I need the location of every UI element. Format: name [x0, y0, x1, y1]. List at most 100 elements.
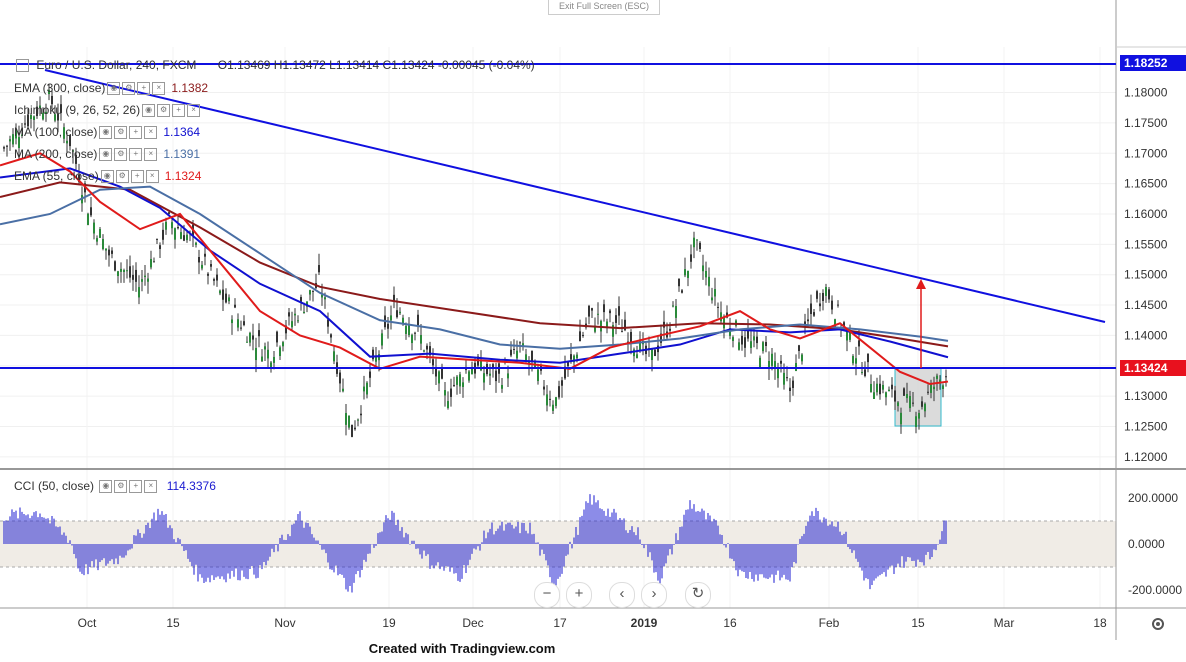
candle-body — [789, 387, 791, 391]
gear-icon[interactable]: ⚙ — [114, 126, 128, 140]
candle-body — [927, 391, 929, 393]
price-tick-label: 1.17000 — [1124, 146, 1168, 160]
time-tick-label: 17 — [553, 616, 567, 630]
candle-body — [411, 334, 413, 344]
gear-icon[interactable]: ⚙ — [114, 480, 128, 494]
candle-body — [252, 335, 254, 340]
scroll-left-button[interactable]: ‹ — [609, 582, 635, 608]
candle-body — [177, 226, 179, 229]
settings-gear-icon[interactable] — [1152, 618, 1164, 630]
ma-line-ema-55[interactable] — [0, 152, 949, 386]
candle-body — [603, 304, 605, 313]
ma-line-ma-100[interactable] — [0, 167, 949, 364]
candle-body — [729, 328, 731, 336]
plus-icon[interactable]: + — [130, 170, 144, 184]
eye-icon[interactable]: ◉ — [142, 104, 156, 118]
zoom-out-button[interactable]: − — [534, 582, 560, 608]
candle-body — [660, 333, 662, 343]
candle-body — [399, 311, 401, 314]
candle-body — [354, 427, 356, 430]
candle-body — [30, 114, 32, 120]
plus-icon[interactable]: + — [172, 104, 186, 118]
candle-body — [126, 270, 128, 272]
close-icon[interactable]: × — [187, 104, 201, 118]
zoom-in-button[interactable]: + — [566, 582, 592, 608]
candle-body — [621, 331, 623, 333]
candle-body — [381, 333, 383, 346]
candle-body — [261, 356, 263, 362]
candle-body — [597, 313, 599, 315]
candle-body — [855, 358, 857, 364]
price-tick-label: 1.15000 — [1124, 268, 1168, 282]
candle-body — [732, 337, 734, 342]
ma-line-ma-200[interactable] — [0, 185, 949, 350]
plus-icon[interactable]: + — [129, 126, 143, 140]
scroll-right-button[interactable]: › — [641, 582, 667, 608]
candle-body — [213, 279, 215, 281]
candle-body — [240, 327, 242, 329]
time-tick-label: 15 — [166, 616, 180, 630]
candle-body — [651, 348, 653, 361]
gear-icon[interactable]: ⚙ — [122, 82, 136, 96]
close-icon[interactable]: × — [152, 82, 166, 96]
candle-body — [363, 386, 365, 392]
candle-body — [159, 245, 161, 250]
exit-fullscreen-button[interactable]: Exit Full Screen (ESC) — [548, 0, 660, 15]
candle-body — [903, 388, 905, 396]
gear-icon[interactable]: ⚙ — [115, 170, 129, 184]
reset-chart-button[interactable]: ↻ — [685, 582, 711, 608]
candle-body — [93, 222, 95, 234]
candle-body — [519, 342, 521, 344]
candle-body — [822, 292, 824, 302]
indicator-row: MA (200, close) ◉ ⚙ + × 1.1391 — [14, 147, 200, 162]
plus-icon[interactable]: + — [129, 148, 143, 162]
candle-body — [720, 312, 722, 322]
candle-body — [405, 325, 407, 334]
candle-body — [624, 319, 626, 331]
close-icon[interactable]: × — [144, 126, 158, 140]
close-icon[interactable]: × — [144, 480, 158, 494]
indicator-label: EMA (300, close) — [14, 81, 106, 95]
candle-body — [567, 361, 569, 367]
candle-body — [891, 384, 893, 390]
candle-body — [420, 335, 422, 344]
candle-body — [297, 320, 299, 322]
price-tick-label: 1.16500 — [1124, 177, 1168, 191]
ma-line-ema-300[interactable] — [0, 181, 949, 348]
eye-icon[interactable]: ◉ — [107, 82, 121, 96]
candle-body — [933, 386, 935, 390]
gear-icon[interactable]: ⚙ — [114, 148, 128, 162]
candle-body — [129, 266, 131, 278]
candle-body — [393, 294, 395, 301]
cci-legend: CCI (50, close) ◉ ⚙ + × 114.3376 — [14, 479, 216, 494]
descending-trendline[interactable] — [44, 69, 1106, 323]
candle-body — [387, 323, 389, 329]
price-tick-label: 1.16000 — [1124, 207, 1168, 221]
candle-body — [108, 249, 110, 256]
candle-body — [123, 270, 125, 272]
cci-axis-labels: 200.0000 0.0000 -200.0000 — [1128, 491, 1182, 597]
candle-body — [831, 300, 833, 310]
eye-icon[interactable]: ◉ — [99, 148, 113, 162]
close-icon[interactable]: × — [144, 148, 158, 162]
eye-icon[interactable]: ◉ — [99, 480, 113, 494]
candle-body — [279, 347, 281, 356]
candle-body — [324, 297, 326, 300]
collapse-icon[interactable] — [16, 59, 29, 73]
candle-body — [105, 248, 107, 251]
candle-body — [459, 374, 461, 387]
eye-icon[interactable]: ◉ — [99, 126, 113, 140]
candle-body — [750, 341, 752, 348]
candle-body — [879, 383, 881, 395]
plus-icon[interactable]: + — [129, 480, 143, 494]
close-icon[interactable]: × — [145, 170, 159, 184]
candle-body — [75, 154, 77, 164]
gear-icon[interactable]: ⚙ — [157, 104, 171, 118]
plus-icon[interactable]: + — [137, 82, 151, 96]
candle-body — [267, 349, 269, 359]
candle-body — [552, 404, 554, 411]
eye-icon[interactable]: ◉ — [100, 170, 114, 184]
candle-body — [306, 301, 308, 307]
candle-body — [372, 349, 374, 360]
